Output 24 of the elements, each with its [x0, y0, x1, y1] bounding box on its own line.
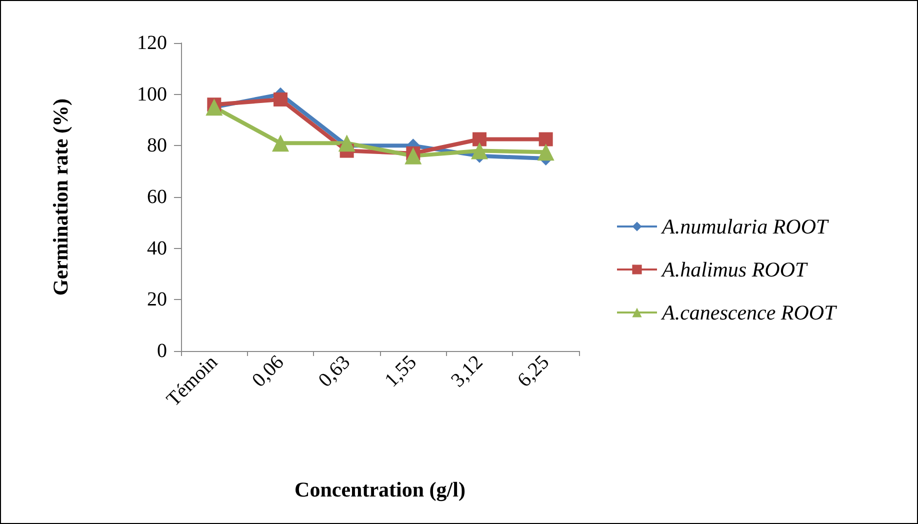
- legend-label: A.canescence ROOT: [660, 300, 838, 324]
- point: [404, 147, 422, 164]
- point: [472, 132, 486, 146]
- point: [274, 92, 288, 106]
- y-tick-label: 100: [137, 83, 167, 106]
- x-axis-title: Concentration (g/l): [294, 478, 466, 502]
- y-tick-label: 60: [147, 186, 167, 208]
- point: [338, 134, 356, 152]
- point: [537, 144, 554, 161]
- point: [272, 134, 289, 152]
- x-tick-label: 0,06: [248, 351, 288, 392]
- y-tick-label: 20: [147, 288, 167, 311]
- x-tick-label: 6,25: [513, 351, 554, 392]
- point: [538, 132, 553, 146]
- y-axis-title: Germination rate (%): [48, 98, 72, 296]
- y-tick-label: 0: [157, 340, 167, 362]
- legend-label: A.halimus ROOT: [660, 258, 808, 282]
- x-tick-label: 3,12: [446, 351, 488, 392]
- y-tick-label: 40: [147, 237, 167, 260]
- x-tick-label: 1,55: [380, 351, 421, 392]
- y-tick-label: 80: [147, 134, 167, 157]
- y-tick-label: 120: [137, 32, 167, 54]
- x-tick-label: 0,63: [314, 351, 355, 392]
- legend-label: A.numularia ROOT: [660, 214, 829, 238]
